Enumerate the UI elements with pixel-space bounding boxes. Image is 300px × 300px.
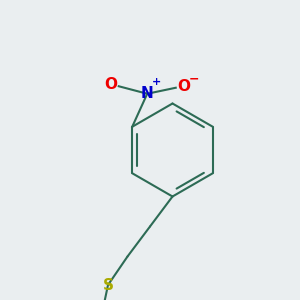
Text: O: O xyxy=(178,79,190,94)
Text: N: N xyxy=(141,86,154,101)
Text: +: + xyxy=(152,77,161,87)
Text: O: O xyxy=(104,77,117,92)
Text: S: S xyxy=(103,278,113,292)
Text: −: − xyxy=(189,72,200,85)
